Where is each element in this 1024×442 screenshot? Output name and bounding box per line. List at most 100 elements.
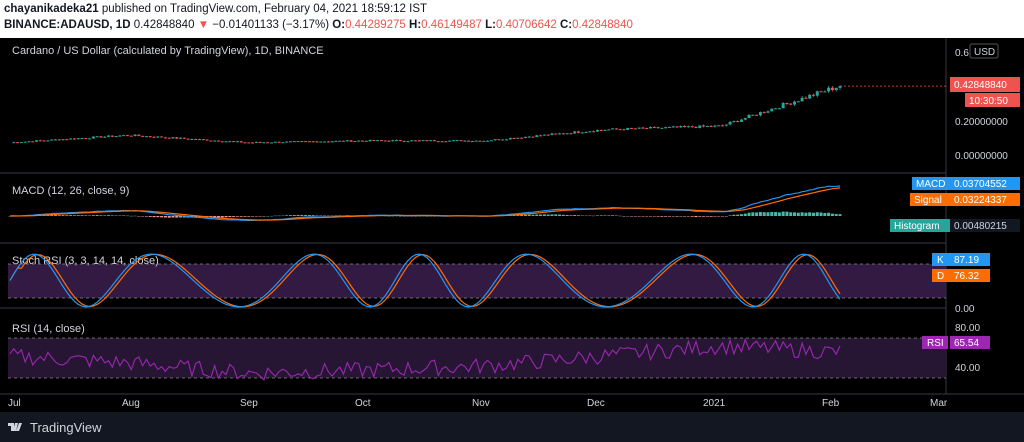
macd-hist-bar: [80, 215, 84, 216]
candle-body: [467, 140, 471, 142]
candle-body: [618, 129, 622, 131]
candle-body: [235, 141, 239, 143]
candle-body: [451, 140, 455, 142]
macd-hist-bar: [724, 216, 728, 217]
candle-body: [679, 126, 683, 128]
candle-body: [569, 133, 573, 135]
macd-hist-bar: [683, 216, 687, 217]
candle-body: [811, 94, 815, 96]
macd-hist-bar: [535, 214, 539, 216]
x-axis[interactable]: Jul Aug Sep Oct Nov Dec 2021 Feb Mar: [8, 398, 948, 409]
candle-body: [53, 139, 57, 141]
macd-hist-bar: [103, 215, 107, 216]
candle-body: [656, 127, 660, 129]
macd-hist-bar: [95, 215, 99, 216]
currency-box[interactable]: [969, 43, 999, 59]
candle-body: [209, 140, 213, 142]
candle-body: [444, 141, 448, 143]
macd-hist-bar: [270, 215, 274, 217]
macd-hist-bar: [156, 216, 160, 218]
published-text: published on TradingView.com, February 0…: [101, 3, 428, 15]
candle-body: [368, 139, 372, 142]
candle-body: [266, 142, 270, 144]
candle-body: [758, 112, 762, 116]
candle-body: [478, 140, 482, 142]
price-badge-bg: [950, 77, 1020, 92]
macd-hist-bar: [527, 214, 531, 216]
macd-histogram: [8, 211, 842, 218]
candle-body: [186, 138, 190, 140]
macd-hist-bar: [110, 215, 114, 216]
candle-body: [743, 118, 747, 120]
macd-hist-bar: [747, 212, 751, 216]
macd-hist-bar: [838, 214, 842, 216]
chart-svg[interactable]: Cardano / US Dollar (calculated by Tradi…: [0, 38, 1024, 412]
candle-body: [216, 140, 220, 142]
macd-hist-bar: [554, 214, 558, 216]
candle-body: [573, 131, 577, 134]
macd-hist-bar: [216, 216, 220, 218]
macd-hist-bar: [114, 215, 118, 216]
macd-hist-bar: [141, 216, 145, 217]
k-value: 87.19: [954, 255, 979, 266]
macd-hist-bar: [751, 212, 755, 216]
hist-value-bg: [950, 219, 1020, 232]
candle-body: [595, 129, 599, 132]
macd-hist-bar: [285, 215, 289, 216]
countdown-badge-bg: [965, 93, 1020, 107]
author-name[interactable]: chayanikadeka21: [4, 3, 99, 15]
candle-body: [539, 135, 543, 137]
candle-body: [391, 140, 395, 142]
candle-body: [179, 137, 183, 139]
x-axis-label: Jul: [8, 398, 21, 409]
macd-hist-bar: [232, 216, 236, 217]
x-axis-label: Nov: [472, 398, 490, 409]
macd-hist-bar: [652, 216, 656, 217]
candle-body: [72, 138, 76, 140]
candle-body: [789, 103, 793, 105]
candle-body: [201, 139, 205, 141]
candle-body: [50, 139, 54, 141]
macd-hist-bar: [819, 212, 823, 216]
macd-hist-bar: [311, 215, 315, 216]
candle-body: [243, 142, 247, 144]
macd-hist-bar: [743, 213, 747, 216]
rsi-value: 65.54: [954, 338, 979, 349]
candle-body: [19, 142, 23, 144]
macd-hist-bar: [417, 215, 421, 217]
tradingview-logo-icon[interactable]: [8, 421, 26, 433]
macd-hist-bar: [686, 216, 690, 217]
currency-label[interactable]: USD: [974, 47, 995, 58]
k-value-bg: [950, 253, 990, 266]
candle-body: [114, 136, 118, 138]
macd-hist-bar: [614, 215, 618, 216]
hist-label: Histogram: [894, 221, 940, 232]
down-arrow-icon: ▼: [197, 19, 210, 31]
d-label-bg: [932, 269, 950, 282]
macd-hist-bar: [254, 216, 258, 217]
macd-hist-bar: [542, 214, 546, 216]
candle-body: [728, 121, 732, 125]
candle-body: [796, 101, 800, 103]
candle-body: [486, 140, 490, 142]
candle-body: [474, 140, 478, 142]
macd-hist-bar: [425, 216, 429, 217]
macd-hist-bar: [774, 212, 778, 216]
candle-body: [194, 138, 198, 140]
candle-body: [440, 141, 444, 143]
signal-value-bg: [950, 193, 1020, 206]
candle-body: [91, 136, 95, 139]
candle-body: [429, 140, 433, 142]
macd-hist-bar: [91, 215, 95, 216]
chart-area[interactable]: Cardano / US Dollar (calculated by Tradi…: [0, 38, 1024, 412]
macd-hist-bar: [387, 215, 391, 217]
candle-body: [565, 133, 569, 135]
candle-body: [584, 131, 588, 133]
brand-name[interactable]: TradingView: [30, 420, 102, 435]
macd-value: 0.03704552: [954, 179, 1007, 190]
macd-hist-bar: [804, 212, 808, 216]
macd-hist-bar: [182, 216, 186, 218]
macd-hist-bar: [705, 216, 709, 217]
candle-body: [387, 140, 391, 142]
macd-hist-bar: [626, 215, 630, 217]
